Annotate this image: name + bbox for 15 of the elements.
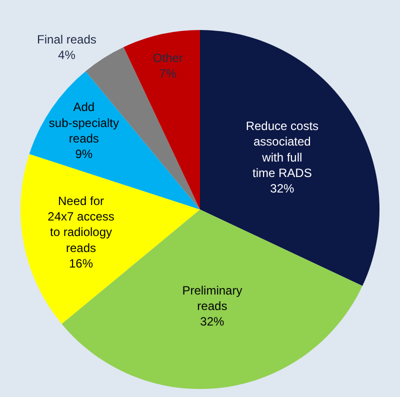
data-label: 32%: [200, 314, 225, 329]
slice-label: Preliminary reads: [182, 283, 242, 314]
slice-label: Other: [152, 50, 183, 65]
slice-label: Need for 24x7 access to radiology reads: [48, 194, 114, 255]
data-label: 32%: [270, 182, 295, 196]
slice-label: Reduce costs associated with full time RADS: [246, 119, 319, 180]
data-label: 7%: [159, 66, 177, 80]
pie-slice: [200, 30, 380, 286]
data-label: 16%: [68, 256, 94, 270]
data-label: 9%: [75, 147, 93, 162]
data-label: 4%: [58, 48, 76, 62]
slice-label: Final reads: [37, 32, 96, 47]
slice-label: Add sub-specialty reads: [48, 100, 119, 146]
pie-slice: [29, 71, 200, 210]
pie-slice: [124, 30, 200, 210]
